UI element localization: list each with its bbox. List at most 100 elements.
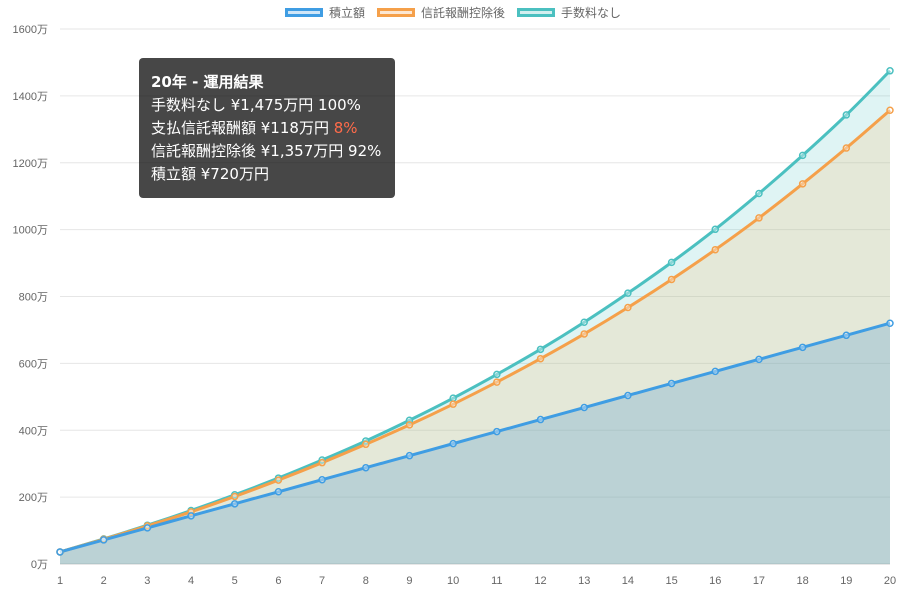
data-point: [187, 512, 195, 520]
series-line: [59, 321, 891, 554]
x-tick-label: 6: [275, 575, 281, 587]
x-axis: 1 2 3 4 5 6 7 8 9 10 11 12 13 14 15 16 17 18 19 20: [57, 575, 896, 587]
x-tick-label: 14: [622, 575, 634, 587]
data-point: [362, 440, 370, 449]
x-tick-label: 1: [57, 575, 63, 587]
data-point: [230, 500, 239, 508]
data-point: [755, 214, 763, 222]
data-point: [667, 275, 676, 284]
data-point: [798, 343, 807, 352]
data-point: [667, 379, 676, 388]
data-point: [624, 303, 632, 312]
data-point: [667, 258, 676, 267]
data-point: [536, 354, 545, 363]
x-tick-label: 13: [578, 575, 590, 587]
data-point: [230, 492, 239, 501]
tooltip-line-after-fee: 信託報酬控除後 ¥1,357万円 92%: [151, 142, 382, 160]
chart-legend: 積立額 信託報酬控除後 手数料なし: [0, 4, 906, 21]
data-point: [580, 330, 588, 338]
x-tick-label: 7: [319, 575, 325, 587]
x-tick-label: 17: [753, 575, 765, 587]
tooltip-fee-paid-text: 支払信託報酬額 ¥118万円: [151, 119, 334, 137]
x-tick-label: 5: [232, 575, 238, 587]
x-tick-label: 8: [363, 575, 369, 587]
data-point: [711, 245, 720, 254]
data-point: [842, 144, 851, 152]
y-axis: 0万 200万 400万 600万 800万 1000万 1200万 1400万 1600万: [13, 24, 48, 571]
y-tick-label: 1400万: [13, 91, 48, 103]
x-tick-label: 12: [534, 575, 546, 587]
data-point: [493, 427, 501, 436]
x-tick-label: 16: [709, 575, 721, 587]
y-tick-label: 600万: [19, 358, 48, 370]
data-point: [405, 421, 414, 429]
x-tick-label: 3: [144, 575, 150, 587]
series-lines: [59, 69, 892, 554]
data-point: [318, 458, 326, 467]
data-point: [624, 289, 632, 297]
series-areas: [60, 70, 890, 565]
tooltip-fee-paid-pct: 8%: [333, 119, 358, 137]
x-tick-label: 18: [797, 575, 809, 587]
data-point: [274, 488, 283, 496]
series-area: [60, 70, 890, 564]
legend-label-after-fee: 信託報酬控除後: [420, 6, 505, 20]
x-tick-label: 10: [447, 575, 459, 587]
data-point: [493, 370, 501, 379]
y-tick-label: 200万: [19, 492, 48, 504]
data-point: [886, 319, 894, 327]
x-tick-label: 19: [840, 575, 852, 587]
y-tick-label: 0万: [31, 559, 48, 571]
series-points: [56, 67, 894, 556]
y-tick-label: 1600万: [13, 24, 48, 36]
data-point: [798, 151, 807, 160]
legend-label-no-fee: 手数料なし: [561, 6, 622, 20]
y-tick-label: 1000万: [13, 225, 48, 237]
tooltip: 20年 - 運用結果 手数料なし ¥1,475万円 100% 支払信託報酬額 ¥…: [139, 58, 395, 198]
data-point: [755, 355, 763, 364]
legend-swatch-no-fee: [517, 8, 555, 17]
data-point: [798, 180, 807, 188]
x-tick-label: 2: [101, 575, 107, 587]
data-point: [842, 111, 851, 119]
data-point: [755, 189, 763, 198]
data-point: [449, 394, 457, 402]
series-area: [60, 323, 890, 564]
grid-lines: [60, 28, 890, 565]
data-point: [449, 439, 457, 448]
x-tick-label: 9: [406, 575, 412, 587]
data-point: [711, 225, 720, 234]
data-point: [536, 415, 545, 424]
data-point: [143, 524, 152, 532]
data-point: [580, 318, 588, 326]
data-point: [274, 476, 283, 484]
y-tick-label: 400万: [19, 425, 48, 437]
y-tick-label: 1200万: [13, 158, 48, 170]
data-point: [886, 106, 894, 115]
series-line: [59, 109, 891, 554]
tooltip-line-tsumitate: 積立額 ¥720万円: [151, 165, 269, 183]
tooltip-line-no-fee: 手数料なし ¥1,475万円 100%: [151, 96, 361, 114]
series-area: [60, 110, 890, 565]
data-point: [624, 391, 632, 400]
legend-item-tsumitate[interactable]: 積立額: [284, 4, 365, 21]
x-tick-label: 15: [665, 575, 677, 587]
legend-item-after-fee[interactable]: 信託報酬控除後: [376, 4, 505, 21]
data-point: [886, 67, 894, 75]
x-tick-label: 4: [188, 575, 194, 587]
data-point: [493, 378, 501, 386]
legend-item-no-fee[interactable]: 手数料なし: [517, 4, 621, 21]
data-point: [362, 463, 370, 472]
x-tick-label: 11: [491, 575, 502, 587]
data-point: [842, 331, 851, 340]
legend-label-tsumitate: 積立額: [328, 6, 365, 20]
data-point: [56, 548, 64, 556]
data-point: [449, 400, 457, 408]
tooltip-title: 20年 - 運用結果: [151, 73, 264, 91]
data-point: [405, 451, 414, 460]
data-point: [536, 345, 545, 354]
legend-swatch-tsumitate: [284, 8, 323, 17]
data-point: [99, 536, 108, 544]
x-tick-label: 20: [884, 575, 896, 587]
